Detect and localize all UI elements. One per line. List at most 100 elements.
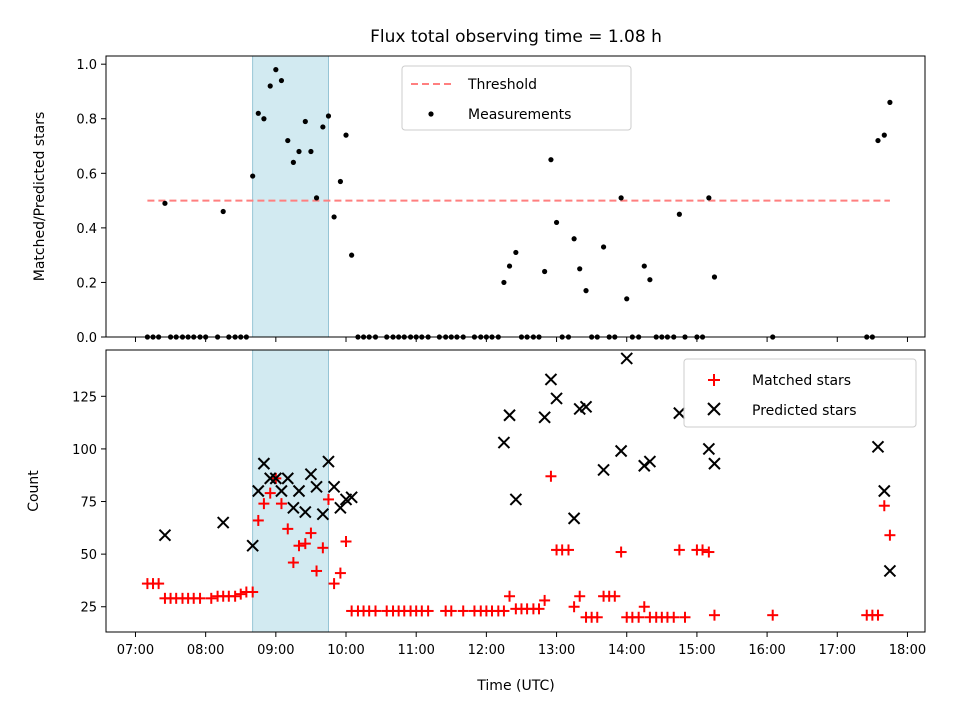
matched-star-point bbox=[703, 546, 715, 558]
matched-star-point bbox=[633, 611, 645, 623]
matched-star-point bbox=[679, 611, 691, 623]
measurement-point bbox=[220, 208, 226, 215]
x-tick-label: 17:00 bbox=[819, 643, 856, 658]
matched-star-point bbox=[615, 546, 627, 558]
measurement-point bbox=[501, 279, 507, 286]
predicted-star-point bbox=[497, 436, 511, 449]
ratio-legend: Threshold Measurements bbox=[401, 65, 632, 131]
predicted-star-point bbox=[158, 528, 172, 542]
predicted-star-point bbox=[275, 484, 288, 498]
matched-star-point bbox=[235, 588, 247, 600]
measurement-point bbox=[641, 263, 647, 269]
predicted-star-point bbox=[257, 457, 271, 470]
y-tick-label: 50 bbox=[80, 548, 97, 563]
matched-star-point bbox=[457, 605, 469, 617]
measurement-point bbox=[571, 236, 577, 242]
predicted-star-point bbox=[503, 409, 516, 422]
predicted-star-point bbox=[614, 444, 628, 458]
x-tick-label: 18:00 bbox=[889, 643, 926, 658]
predicted-star-point bbox=[509, 493, 523, 506]
x-tick-label: 14:00 bbox=[608, 643, 645, 658]
y-tick-label: 100 bbox=[72, 443, 97, 458]
measurement-point bbox=[542, 268, 548, 275]
matched-star-point bbox=[767, 609, 779, 621]
predicted-star-point bbox=[597, 463, 610, 477]
matched-star-point bbox=[533, 603, 545, 615]
measurement-point bbox=[706, 195, 712, 201]
y-tick-label: 0.4 bbox=[76, 222, 97, 237]
matched-star-point bbox=[293, 540, 305, 552]
x-tick-label: 07:00 bbox=[117, 643, 154, 658]
predicted-star-point bbox=[264, 472, 277, 485]
measurement-point bbox=[255, 110, 261, 116]
measurement-point bbox=[618, 195, 624, 201]
matched-star-point bbox=[282, 523, 294, 535]
predicted-star-point bbox=[292, 484, 306, 498]
x-tick-label: 16:00 bbox=[748, 643, 785, 658]
y-tick-label: 0.6 bbox=[76, 167, 97, 182]
predicted-star-point bbox=[334, 501, 347, 515]
ratio-legend-box bbox=[401, 65, 632, 131]
predicted-star-point bbox=[299, 505, 312, 519]
matched-star-point bbox=[609, 590, 621, 602]
count-legend-box bbox=[683, 358, 917, 428]
measurement-point bbox=[320, 124, 326, 130]
measurement-point bbox=[343, 132, 349, 138]
chart-title: Flux total observing time = 1.08 h bbox=[370, 27, 662, 47]
matched-star-point bbox=[305, 527, 317, 539]
matched-star-point bbox=[264, 487, 276, 499]
matched-star-point bbox=[673, 544, 685, 556]
measurement-point bbox=[313, 195, 320, 201]
matched-star-point bbox=[369, 605, 381, 617]
predicted-star-point bbox=[538, 411, 551, 424]
predicted-star-point bbox=[246, 539, 259, 552]
predicted-star-point bbox=[327, 480, 341, 493]
x-tick-label: 10:00 bbox=[327, 643, 364, 658]
legend-matched-swatch bbox=[708, 374, 720, 386]
predicted-star-point bbox=[871, 440, 885, 454]
measurement-point bbox=[331, 214, 337, 220]
matched-star-point bbox=[878, 500, 890, 512]
legend-threshold-label: Threshold bbox=[467, 77, 537, 93]
y-tick-label: 25 bbox=[80, 601, 97, 616]
measurement-point bbox=[278, 77, 285, 84]
matched-star-point bbox=[708, 609, 720, 621]
matched-star-point bbox=[568, 601, 580, 613]
matched-star-point bbox=[574, 590, 586, 602]
matched-star-point bbox=[252, 514, 264, 526]
count-panel: 25 50 75 100 125 07:00 08:00 09:00 10:00 11:00 12:… bbox=[26, 349, 926, 694]
legend-predicted-label: Predicted stars bbox=[752, 403, 857, 419]
matched-star-point bbox=[258, 498, 270, 510]
predicted-star-point bbox=[322, 455, 335, 468]
predicted-star-point bbox=[269, 472, 283, 485]
matched-star-point bbox=[275, 498, 287, 510]
matched-star-point bbox=[328, 578, 340, 590]
predicted-star-point bbox=[287, 501, 300, 515]
matched-star-point bbox=[340, 536, 352, 548]
measurement-point bbox=[302, 118, 308, 125]
matched-star-point bbox=[697, 544, 709, 556]
y-tick-label: 0.8 bbox=[76, 113, 97, 128]
matched-star-point bbox=[498, 605, 510, 617]
matched-star-point bbox=[668, 611, 680, 623]
predicted-star-point bbox=[620, 352, 633, 365]
measurement-point bbox=[162, 200, 168, 206]
ratio-panel: 0.0 0.2 0.4 0.6 0.8 1.0 Matched/Predicted sta… bbox=[32, 55, 926, 346]
matched-star-point bbox=[317, 542, 329, 554]
measurement-point bbox=[624, 296, 630, 302]
x-tick-label: 13:00 bbox=[538, 643, 575, 658]
y-tick-label: 75 bbox=[80, 496, 97, 511]
measurement-point bbox=[349, 252, 355, 258]
matched-star-point bbox=[194, 592, 206, 604]
measurement-point bbox=[506, 263, 513, 269]
predicted-star-point bbox=[878, 484, 891, 498]
matched-star-point bbox=[334, 567, 346, 579]
measurement-point bbox=[308, 148, 314, 155]
matched-star-point bbox=[229, 590, 241, 602]
measurement-point bbox=[600, 244, 607, 250]
legend-measurements-swatch bbox=[428, 111, 434, 117]
predicted-star-point bbox=[708, 457, 721, 470]
predicted-star-point bbox=[316, 507, 330, 521]
predicted-star-point bbox=[567, 512, 581, 525]
measurement-point bbox=[553, 219, 560, 226]
